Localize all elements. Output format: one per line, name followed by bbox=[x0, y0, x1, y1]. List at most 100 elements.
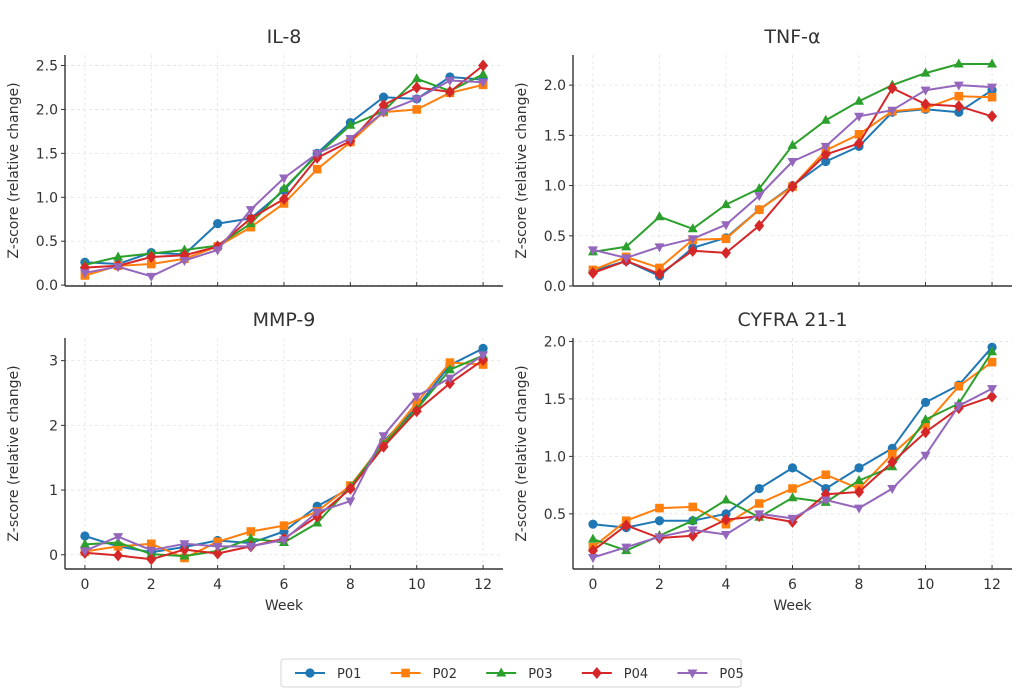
data-point bbox=[312, 149, 323, 159]
legend-entry-p03: P03 bbox=[486, 667, 553, 682]
data-point bbox=[478, 59, 489, 72]
data-point bbox=[312, 164, 322, 174]
data-point bbox=[787, 157, 798, 167]
data-point bbox=[887, 82, 898, 95]
y-tick-label: 0.5 bbox=[36, 234, 58, 250]
data-point bbox=[854, 130, 864, 139]
data-point bbox=[887, 449, 897, 459]
data-point bbox=[179, 543, 190, 556]
data-point bbox=[621, 241, 632, 251]
subplot-tnf-: 0.0 0.5 1.0 1.5 2.0 TNF-α Z-score (relative ch… bbox=[514, 26, 1012, 295]
data-point bbox=[920, 426, 931, 439]
data-point bbox=[378, 432, 389, 442]
data-point bbox=[587, 266, 598, 279]
data-point bbox=[621, 543, 632, 553]
data-point bbox=[412, 105, 422, 114]
data-point bbox=[787, 463, 798, 473]
x-tick-label: 0 bbox=[80, 577, 89, 593]
data-point bbox=[954, 381, 964, 391]
data-point bbox=[444, 76, 455, 86]
x-tick-label: 4 bbox=[722, 577, 731, 593]
subplot-title: CYFRA 21-1 bbox=[737, 309, 847, 331]
data-point bbox=[587, 544, 598, 557]
data-point bbox=[920, 67, 931, 77]
y-tick-label: 2.0 bbox=[544, 334, 566, 350]
data-point bbox=[113, 533, 124, 543]
series-p04 bbox=[587, 82, 998, 280]
data-point bbox=[279, 174, 289, 184]
data-point bbox=[987, 390, 998, 403]
data-point bbox=[954, 91, 964, 101]
data-point bbox=[854, 463, 864, 473]
y-tick-label: 2.0 bbox=[544, 78, 566, 94]
data-point bbox=[687, 529, 698, 542]
x-tick-label: 8 bbox=[346, 577, 355, 593]
subplot-title: MMP-9 bbox=[253, 309, 316, 331]
data-point bbox=[411, 392, 422, 402]
y-axis-label: Z-score (relative change) bbox=[6, 365, 22, 541]
data-point bbox=[887, 456, 898, 469]
data-point bbox=[987, 385, 998, 395]
data-point bbox=[953, 81, 964, 91]
data-point bbox=[345, 119, 356, 129]
data-point bbox=[754, 483, 764, 494]
data-point bbox=[987, 357, 997, 367]
data-point bbox=[146, 539, 156, 549]
data-point bbox=[478, 68, 489, 78]
data-point bbox=[953, 402, 964, 412]
data-point bbox=[588, 519, 598, 529]
data-point bbox=[987, 92, 997, 102]
data-point bbox=[854, 504, 865, 514]
legend-entry-p01: P01 bbox=[295, 667, 361, 682]
data-point bbox=[987, 346, 998, 356]
x-tick-label: 6 bbox=[280, 577, 289, 593]
legend: P01 P02 P03 P04 P05 bbox=[280, 658, 744, 688]
data-point bbox=[687, 223, 698, 233]
data-point bbox=[587, 554, 598, 564]
data-point bbox=[754, 510, 765, 520]
data-point bbox=[654, 243, 665, 253]
data-point bbox=[788, 484, 797, 493]
data-point bbox=[854, 475, 865, 485]
data-point bbox=[655, 503, 664, 513]
data-point bbox=[720, 494, 731, 504]
legend-label: P04 bbox=[624, 667, 648, 682]
x-tick-label: 2 bbox=[147, 577, 156, 593]
data-point bbox=[411, 81, 422, 94]
data-point bbox=[754, 205, 764, 214]
data-point bbox=[113, 542, 123, 551]
legend-marker-square bbox=[401, 668, 410, 678]
legend-label: P05 bbox=[719, 667, 743, 682]
data-point bbox=[987, 58, 998, 68]
x-axis-label: Week bbox=[773, 598, 812, 614]
data-point bbox=[478, 343, 488, 353]
data-point bbox=[920, 86, 931, 96]
data-point bbox=[478, 351, 489, 361]
legend-label: P01 bbox=[337, 667, 361, 682]
data-point bbox=[654, 533, 665, 543]
data-point bbox=[688, 502, 698, 512]
data-point bbox=[79, 538, 90, 548]
data-point bbox=[687, 244, 698, 257]
x-tick-label: 8 bbox=[855, 577, 864, 593]
data-point bbox=[146, 553, 157, 566]
series-p05 bbox=[587, 385, 998, 564]
x-tick-label: 10 bbox=[917, 577, 935, 593]
data-point bbox=[587, 533, 598, 543]
data-point bbox=[887, 485, 898, 495]
data-point bbox=[212, 542, 223, 552]
legend-marker-triangle-down bbox=[687, 669, 698, 679]
data-point bbox=[720, 513, 731, 526]
series-p05 bbox=[587, 81, 998, 264]
data-point bbox=[146, 272, 157, 282]
data-point bbox=[179, 244, 190, 254]
data-point bbox=[378, 440, 389, 453]
data-point bbox=[854, 137, 865, 150]
data-point bbox=[444, 374, 455, 384]
data-point bbox=[720, 531, 731, 541]
legend-entry-p02: P02 bbox=[390, 667, 457, 682]
data-point bbox=[279, 183, 289, 193]
y-tick-label: 0.5 bbox=[544, 507, 566, 523]
data-point bbox=[720, 246, 731, 259]
